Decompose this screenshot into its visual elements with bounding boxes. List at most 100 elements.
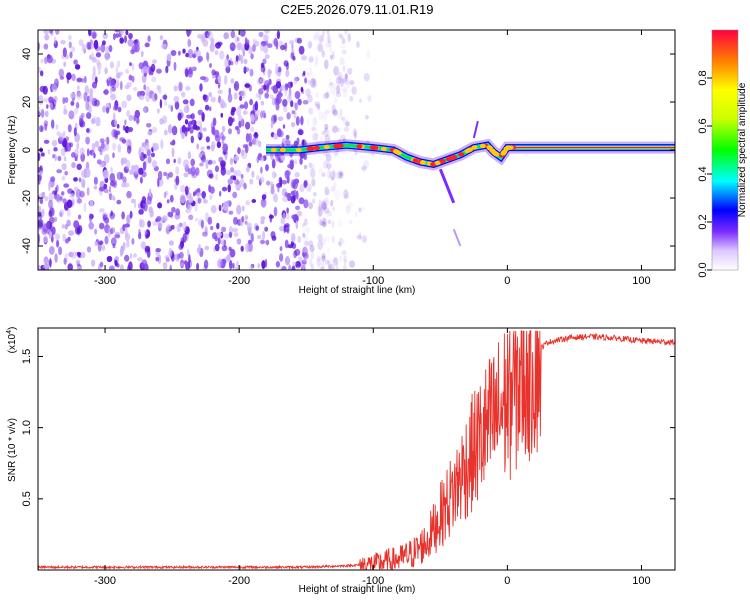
noise-blob — [198, 153, 203, 158]
noise-blob — [326, 30, 330, 35]
noise-blob — [316, 255, 321, 262]
noise-blob — [41, 228, 48, 235]
noise-blob — [343, 258, 347, 263]
noise-blob — [260, 65, 266, 73]
noise-blob — [228, 210, 234, 215]
noise-blob — [117, 60, 121, 68]
colorbar-ticks: 0.0 0.2 0.4 0.6 0.8 — [697, 70, 712, 278]
noise-blob — [100, 43, 106, 53]
noise-blob — [163, 129, 168, 136]
noise-blob — [44, 123, 48, 131]
noise-blob — [304, 240, 310, 247]
noise-blob — [190, 135, 194, 144]
noise-blob — [295, 205, 301, 211]
noise-blob — [281, 180, 288, 185]
noise-blob — [125, 68, 129, 74]
noise-blob — [91, 31, 97, 40]
noise-blob — [181, 132, 185, 140]
noise-blob — [259, 240, 266, 244]
noise-blob — [201, 191, 206, 199]
noise-blob — [69, 193, 75, 199]
noise-blob — [241, 47, 246, 52]
noise-blob — [278, 130, 284, 138]
noise-blob — [233, 81, 240, 91]
noise-blob — [190, 119, 197, 126]
noise-blob — [239, 178, 245, 188]
noise-blob — [104, 235, 109, 245]
noise-blob — [256, 175, 260, 181]
noise-blob — [325, 41, 331, 49]
noise-blob — [241, 149, 245, 157]
noise-blob — [331, 235, 335, 244]
noise-blob — [335, 261, 339, 270]
noise-blob — [339, 171, 344, 177]
noise-blob — [202, 94, 207, 101]
noise-blob — [216, 41, 223, 47]
noise-blob — [298, 197, 305, 205]
noise-blob — [345, 204, 351, 214]
noise-blob — [209, 194, 213, 201]
noise-blob — [361, 235, 367, 243]
noise-blob — [279, 253, 284, 262]
noise-blob — [108, 185, 112, 192]
noise-blob — [96, 159, 102, 165]
noise-blob — [138, 167, 144, 175]
noise-blob — [319, 206, 325, 213]
noise-blob — [197, 109, 203, 116]
noise-blob — [358, 207, 365, 212]
noise-blob — [43, 97, 49, 103]
noise-blob — [221, 186, 228, 192]
noise-blob — [73, 127, 77, 137]
noise-blob — [361, 164, 367, 172]
noise-blob — [229, 42, 236, 51]
noise-blob — [246, 222, 253, 233]
noise-blob — [38, 152, 41, 162]
noise-blob — [349, 219, 353, 225]
noise-blob — [145, 233, 149, 240]
noise-blob — [182, 99, 189, 105]
noise-blob — [147, 131, 153, 136]
noise-blob — [230, 167, 235, 173]
noise-blob — [179, 251, 184, 259]
noise-blob — [89, 93, 94, 103]
noise-blob — [61, 224, 65, 229]
spectrogram-y-axis-label: Frequency (Hz) — [7, 116, 18, 185]
noise-blob — [267, 43, 273, 48]
noise-blob — [55, 30, 60, 35]
noise-blob — [170, 50, 177, 56]
noise-blob — [173, 158, 176, 164]
noise-blob — [184, 185, 189, 196]
noise-blob — [228, 246, 232, 251]
noise-blob — [354, 210, 358, 218]
carrier-hotspot — [487, 146, 494, 151]
noise-blob — [103, 183, 108, 190]
noise-blob — [187, 48, 194, 59]
noise-blob — [298, 45, 305, 55]
noise-blob — [145, 92, 150, 103]
noise-blob — [321, 172, 326, 177]
noise-blob — [96, 59, 101, 66]
noise-blob — [293, 178, 300, 185]
noise-blob — [163, 171, 168, 177]
noise-blob — [233, 155, 240, 162]
noise-blob — [76, 142, 80, 150]
noise-blob — [94, 241, 98, 246]
noise-blob — [121, 211, 125, 220]
noise-blob — [203, 259, 209, 269]
noise-blob — [139, 90, 146, 97]
noise-blob — [265, 40, 269, 46]
noise-blob — [297, 235, 302, 243]
noise-blob — [81, 170, 85, 178]
noise-blob — [66, 199, 73, 208]
noise-blob — [317, 216, 323, 226]
noise-blob — [204, 245, 210, 251]
noise-blob — [311, 178, 316, 187]
noise-blob — [83, 202, 87, 213]
noise-blob — [75, 188, 82, 199]
noise-blob — [146, 196, 152, 205]
noise-blob — [324, 197, 330, 207]
noise-blob — [290, 100, 294, 108]
noise-blob — [202, 127, 207, 132]
y-tick-label: 1.5 — [21, 349, 33, 364]
noise-blob — [300, 86, 304, 93]
